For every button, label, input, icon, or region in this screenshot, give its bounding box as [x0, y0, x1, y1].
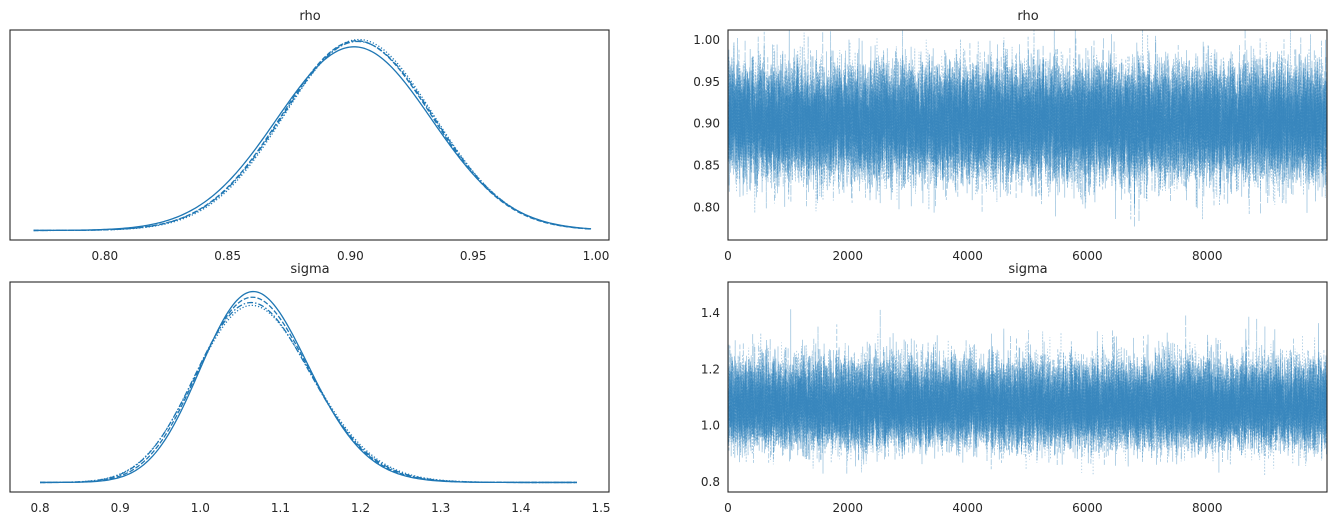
- rho-trace-line-chain-1: [728, 30, 1327, 220]
- rho-trace-ytick-label: 1.00: [693, 33, 720, 47]
- rho-kde-curve-chain-0: [33, 46, 592, 232]
- sigma-kde-title: sigma: [290, 262, 329, 277]
- rho-trace-xtick-label: 8000: [1192, 249, 1223, 263]
- rho-trace-xtick-label: 4000: [952, 249, 983, 263]
- sigma-trace-panel: 0.8 1.0 1.2 1.4 0 2000 4000 6000 8000: [701, 281, 1328, 515]
- sigma-trace-line-chain-2: [728, 309, 1327, 466]
- sigma-kde-xtick-label: 0.8: [31, 501, 50, 515]
- sigma-trace-line-chain-1: [728, 324, 1327, 474]
- sigma-kde-axes-frame: [9, 281, 610, 493]
- sigma-trace-xtick-label: 0: [724, 501, 732, 515]
- sigma-kde-xtick-label: 0.9: [111, 501, 130, 515]
- sigma-trace-axes-frame: [727, 281, 1328, 493]
- rho-trace-xtick-label: 2000: [833, 249, 864, 263]
- sigma-kde-curve-chain-1: [40, 296, 577, 484]
- rho-kde-xtick-label: 1.00: [583, 249, 610, 263]
- sigma-trace-ytick-label: 0.8: [701, 475, 720, 489]
- rho-trace-line-chain-3: [728, 30, 1327, 220]
- sigma-kde-xtick-label: 1.3: [431, 501, 450, 515]
- sigma-kde-xtick-label: 1.5: [591, 501, 610, 515]
- rho-kde-axes-frame: [9, 29, 610, 241]
- sigma-kde-xtick-label: 1.4: [511, 501, 530, 515]
- rho-trace-ytick-label: 0.90: [693, 117, 720, 131]
- sigma-trace-xtick-label: 2000: [833, 501, 864, 515]
- rho-kde-curve-chain-2: [33, 40, 592, 232]
- rho-trace-axes-frame: [727, 29, 1328, 241]
- rho-trace-ytick-label: 0.95: [693, 75, 720, 89]
- rho-trace-ytick-label: 0.85: [693, 159, 720, 173]
- rho-trace-ytick-label: 0.80: [693, 200, 720, 214]
- rho-kde-xtick-label: 0.90: [337, 249, 364, 263]
- rho-kde-panel: 0.80 0.85 0.90 0.95 1.00: [9, 29, 610, 263]
- sigma-kde-panel: 0.8 0.9 1.0 1.1 1.2 1.3 1.4 1.5: [9, 281, 611, 515]
- rho-trace-xtick-label: 6000: [1072, 249, 1103, 263]
- sigma-trace-ytick-label: 1.4: [701, 306, 720, 320]
- rho-kde-title: rho: [299, 9, 320, 24]
- sigma-trace-xtick-label: 8000: [1192, 501, 1223, 515]
- rho-kde-xtick-label: 0.80: [91, 249, 118, 263]
- rho-trace-panel: 0.80 0.85 0.90 0.95 1.00 0 2000 4000 6000 8000: [693, 29, 1328, 263]
- sigma-trace-line-chain-0: [728, 309, 1327, 474]
- sigma-kde-xtick-label: 1.0: [191, 501, 210, 515]
- sigma-kde-curve-chain-3: [40, 304, 577, 484]
- rho-trace-line-chain-0: [728, 30, 1327, 213]
- sigma-trace-ytick-label: 1.0: [701, 419, 720, 433]
- sigma-kde-xtick-label: 1.1: [271, 501, 290, 515]
- sigma-trace-title: sigma: [1008, 262, 1047, 277]
- sigma-trace-xtick-label: 6000: [1072, 501, 1103, 515]
- sigma-kde-xtick-label: 1.2: [351, 501, 370, 515]
- sigma-trace-ytick-label: 1.2: [701, 362, 720, 376]
- rho-kde-xtick-label: 0.95: [460, 249, 487, 263]
- rho-trace-line-chain-2: [728, 30, 1327, 228]
- rho-kde-xtick-label: 0.85: [214, 249, 241, 263]
- rho-trace-title: rho: [1017, 9, 1038, 24]
- sigma-trace-line-chain-3: [728, 331, 1327, 476]
- sigma-trace-xtick-label: 4000: [952, 501, 983, 515]
- sigma-kde-curve-chain-0: [40, 290, 577, 484]
- sigma-kde-curve-chain-2: [40, 301, 577, 484]
- rho-trace-xtick-label: 0: [724, 249, 732, 263]
- rho-kde-curve-chain-1: [33, 40, 592, 232]
- rho-kde-curve-chain-3: [33, 38, 592, 232]
